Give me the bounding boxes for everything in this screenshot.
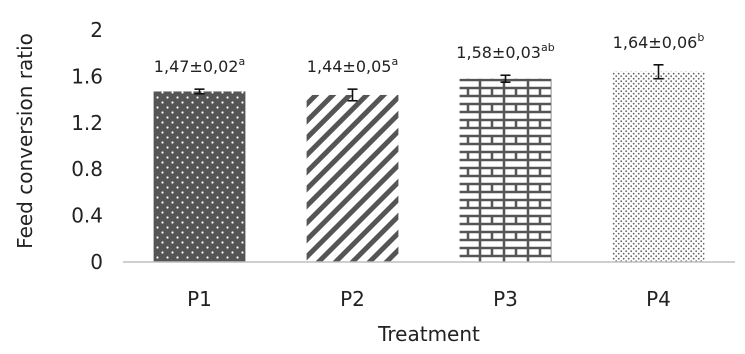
data-label-p1: 1,47±0,02a [154,55,245,76]
y-tick-label: 1.2 [71,111,103,135]
data-label-p3: 1,58±0,03ab [456,41,554,62]
y-tick-label: 0 [90,250,103,274]
x-axis-title: Treatment [377,322,480,346]
data-label-p2: 1,44±0,05a [307,55,398,76]
x-tick-label: P3 [493,287,518,311]
y-tick-label: 1.6 [71,64,103,88]
bar-p2 [306,94,399,263]
error-bar-p1 [194,88,205,95]
x-tick-label: P2 [340,287,365,311]
x-tick-label: P1 [187,287,212,311]
bar-p1 [153,91,246,262]
bar-p4 [612,71,705,262]
y-tick-label: 2 [90,18,103,42]
error-bar-p3 [500,74,511,83]
y-tick-label: 0.8 [71,157,103,181]
y-tick-label: 0.4 [71,204,103,228]
x-tick-label: P4 [646,287,671,311]
data-label-p4: 1,64±0,06b [613,31,705,52]
error-bar-p2 [347,88,358,102]
bar-p3 [459,78,552,262]
y-axis-title: Feed conversion ratio [13,33,37,249]
error-bar-p4 [653,64,664,80]
